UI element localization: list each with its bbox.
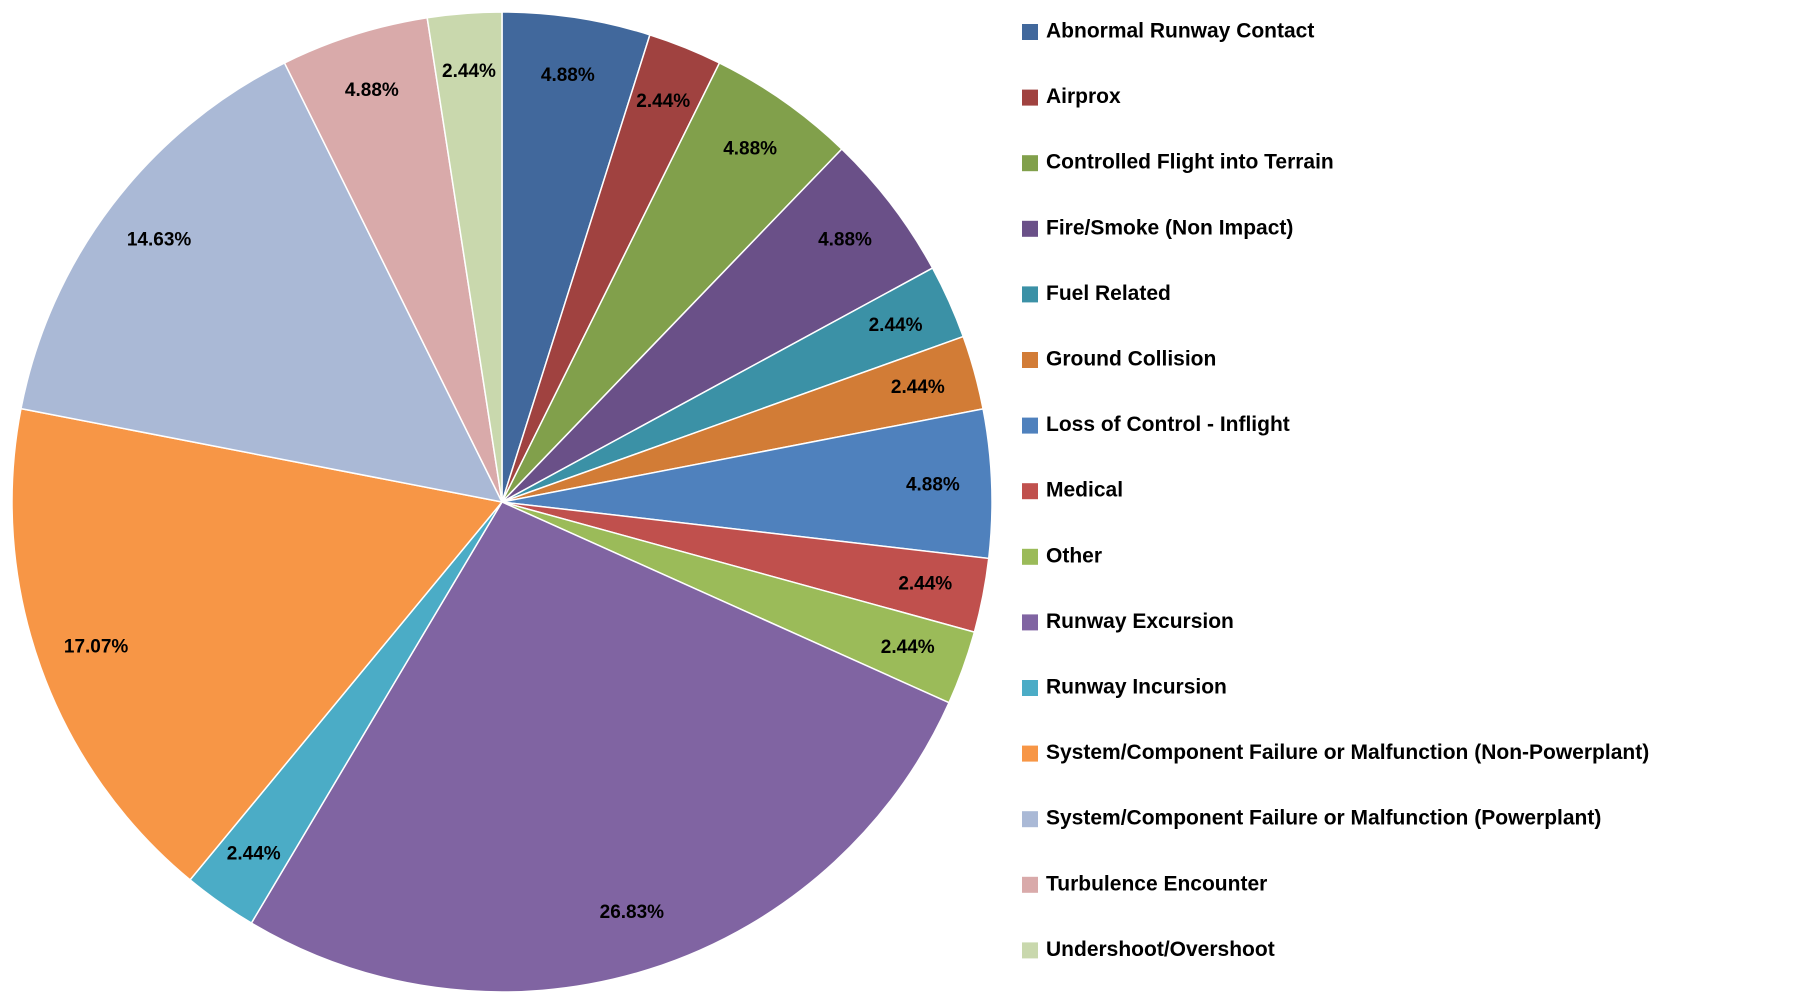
legend-label: Turbulence Encounter bbox=[1046, 872, 1267, 895]
pie-slice bbox=[283, 16, 503, 503]
data-label: 4.88% bbox=[345, 80, 399, 101]
legend-label: Loss of Control - Inflight bbox=[1046, 413, 1290, 436]
data-label: 2.44% bbox=[891, 377, 945, 398]
data-label: 2.44% bbox=[636, 91, 690, 112]
pie-slice bbox=[501, 408, 993, 560]
legend-swatch bbox=[1022, 352, 1038, 368]
legend-label: Runway Incursion bbox=[1046, 676, 1227, 699]
legend-swatch bbox=[1022, 155, 1038, 172]
legend-swatch bbox=[1022, 614, 1038, 631]
legend-label: Other bbox=[1046, 544, 1102, 567]
pie-slice bbox=[426, 11, 503, 503]
data-label: 4.88% bbox=[906, 475, 960, 496]
pie-slice bbox=[501, 61, 843, 503]
legend-swatch bbox=[1022, 89, 1038, 106]
legend-label: Ground Collision bbox=[1046, 348, 1216, 371]
data-label: 4.88% bbox=[723, 138, 777, 159]
legend-label: System/Component Failure or Malfunction … bbox=[1046, 741, 1649, 764]
legend-swatch bbox=[1022, 483, 1038, 500]
data-label: 2.44% bbox=[442, 61, 496, 82]
legend-swatch bbox=[1022, 286, 1038, 303]
data-label: 2.44% bbox=[881, 637, 935, 658]
legend-label: Undershoot/Overshoot bbox=[1046, 938, 1275, 961]
legend-swatch bbox=[1022, 876, 1038, 893]
pie-slice bbox=[250, 501, 950, 992]
pie-slice bbox=[11, 407, 504, 881]
legend-swatch bbox=[1022, 942, 1038, 959]
legend-label: Abnormal Runway Contact bbox=[1046, 20, 1314, 43]
legend-swatch bbox=[1022, 24, 1038, 40]
legend-label: Medical bbox=[1046, 479, 1123, 502]
data-label: 4.88% bbox=[541, 65, 595, 86]
pie-slice bbox=[501, 147, 934, 503]
legend-label: Airprox bbox=[1046, 85, 1121, 108]
data-label: 14.63% bbox=[127, 230, 192, 251]
legend-label: Controlled Flight into Terrain bbox=[1046, 151, 1334, 174]
data-label: 4.88% bbox=[818, 230, 872, 251]
data-label: 2.44% bbox=[869, 315, 923, 336]
legend-label: System/Component Failure or Malfunction … bbox=[1046, 807, 1601, 830]
legend-label: Fire/Smoke (Non Impact) bbox=[1046, 216, 1293, 239]
legend-swatch bbox=[1022, 417, 1038, 434]
legend-swatch bbox=[1022, 548, 1038, 565]
legend-label: Fuel Related bbox=[1046, 282, 1171, 305]
data-label: 2.44% bbox=[227, 844, 281, 865]
legend-swatch bbox=[1022, 220, 1038, 237]
pie-slice bbox=[501, 11, 651, 503]
data-label: 17.07% bbox=[64, 637, 129, 658]
legend-swatch bbox=[1022, 745, 1038, 762]
legend-swatch bbox=[1022, 811, 1038, 828]
data-label: 2.44% bbox=[898, 573, 952, 594]
pie-slice bbox=[20, 61, 504, 504]
data-label: 26.83% bbox=[600, 902, 665, 923]
legend-swatch bbox=[1022, 680, 1038, 696]
legend-label: Runway Excursion bbox=[1046, 610, 1234, 633]
